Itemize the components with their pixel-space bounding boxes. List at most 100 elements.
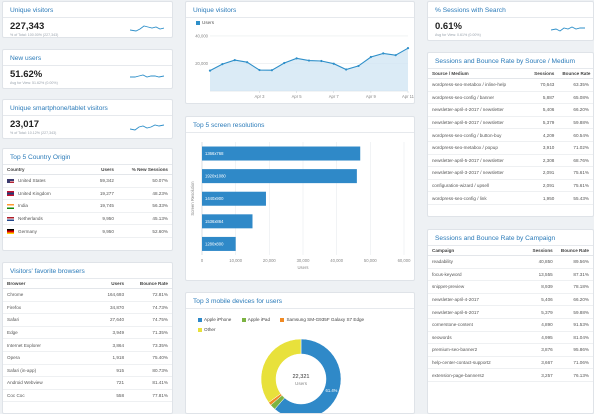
sessions-cell: 2,091 xyxy=(527,166,559,180)
source-medium-cell: configuration-wizard / upsell xyxy=(428,179,527,193)
col-header[interactable]: Bounce Rate xyxy=(558,69,593,79)
table-row[interactable]: Netherlands 9,950 45.13% xyxy=(3,212,172,226)
col-header[interactable]: Users xyxy=(87,279,129,289)
col-header[interactable]: Bounce Rate xyxy=(556,246,593,256)
col-header[interactable]: Browser xyxy=(3,279,88,289)
source-medium-cell: wordpress-seo-config / banner xyxy=(428,91,527,105)
col-header[interactable]: Campaign xyxy=(428,246,524,256)
data-point[interactable] xyxy=(357,64,360,68)
table-row[interactable]: wordpress-seo-metabox / inline-help 70,64… xyxy=(428,78,593,92)
pct-cell: 52.60% xyxy=(117,224,172,238)
sparkline-icon xyxy=(130,74,164,78)
browser-cell: Chrome xyxy=(3,288,88,302)
kpi-title: Unique visitors xyxy=(10,7,54,14)
data-point[interactable] xyxy=(406,47,410,50)
table-row[interactable]: help-center-contact-support2 3,667 71.06% xyxy=(428,356,593,370)
bounce-rate-cell: 75.61% xyxy=(558,166,593,180)
table-row[interactable]: Opera 1,918 75.40% xyxy=(3,351,172,365)
data-point[interactable] xyxy=(307,59,311,62)
country-name: United States xyxy=(18,178,46,184)
table-row[interactable]: United States 59,342 50.07% xyxy=(3,174,172,188)
data-point[interactable] xyxy=(382,52,385,55)
table-row[interactable]: cornerstone-content 4,890 91.53% xyxy=(428,318,593,332)
data-point[interactable] xyxy=(345,68,348,71)
bounce-rate-cell: 71.02% xyxy=(558,141,593,155)
table-row[interactable]: snippet-preview 8,939 78.18% xyxy=(428,280,593,294)
table-row[interactable]: seowords 4,995 81.04% xyxy=(428,331,593,345)
bounce-rate-cell: 66.20% xyxy=(556,293,593,307)
browser-cell: Coc Coc xyxy=(3,389,88,403)
table-row[interactable]: Safari (in-app) 915 80.73% xyxy=(3,364,172,378)
table-row[interactable]: India 19,745 56.33% xyxy=(3,199,172,213)
col-header[interactable]: % New Sessions xyxy=(117,165,172,175)
legend-item[interactable]: Samsung SM-G935F Galaxy S7 Edge xyxy=(280,316,364,323)
browser-cell: Opera xyxy=(3,351,88,365)
pie-slice[interactable] xyxy=(274,338,342,414)
bounce-rate-cell: 78.18% xyxy=(556,280,593,294)
table-row[interactable]: configuration-wizard / upsell 2,091 75.61% xyxy=(428,179,593,193)
bar[interactable] xyxy=(202,236,236,251)
table-row[interactable]: newsletter-april-4-2017 5,406 66.20% xyxy=(428,293,593,307)
data-point[interactable] xyxy=(221,63,224,66)
col-header[interactable]: Bounce Rate xyxy=(128,279,172,289)
table-row[interactable]: Coc Coc 558 77.81% xyxy=(3,389,172,403)
data-point[interactable] xyxy=(369,55,372,59)
source-medium-card: Sessions and Bounce Rate by Source / Med… xyxy=(427,52,594,217)
table-row[interactable]: premium-seo-banner2 3,876 95.86% xyxy=(428,343,593,357)
netherlands-flag-icon xyxy=(7,216,14,222)
table-row[interactable]: focus-keyword 13,555 87.31% xyxy=(428,268,593,282)
kpi-card-mobile-visitors: Unique smartphone/tablet visitors 23,017… xyxy=(2,99,173,139)
bar[interactable] xyxy=(202,214,253,229)
table-row[interactable]: Firefox 34,870 74.73% xyxy=(3,301,172,315)
data-point[interactable] xyxy=(208,69,212,72)
data-point[interactable] xyxy=(394,54,397,57)
bar[interactable] xyxy=(202,191,266,206)
bounce-rate-cell: 81.04% xyxy=(556,331,593,345)
data-point[interactable] xyxy=(320,59,323,63)
table-row[interactable]: Chrome 164,693 72.81% xyxy=(3,288,172,302)
table-row[interactable]: Internet Explorer 3,864 73.35% xyxy=(3,338,172,352)
legend-item[interactable]: Other xyxy=(198,326,216,333)
data-point[interactable] xyxy=(283,61,286,65)
data-point[interactable] xyxy=(233,59,236,62)
table-row[interactable]: Safari 27,640 74.75% xyxy=(3,313,172,327)
col-header[interactable]: Country xyxy=(3,165,85,175)
data-point[interactable] xyxy=(246,61,249,64)
table-row[interactable]: Germany 9,950 52.60% xyxy=(3,224,172,238)
campaign-cell: cornerstone-content xyxy=(428,318,524,332)
data-point[interactable] xyxy=(332,62,335,65)
col-header[interactable]: Sessions xyxy=(523,246,557,256)
sessions-cell: 2,091 xyxy=(527,179,559,193)
data-point[interactable] xyxy=(270,69,273,72)
users-cell: 19,277 xyxy=(84,187,118,201)
col-header[interactable]: Source / Medium xyxy=(428,69,527,79)
table-row[interactable]: wordpress-seo-config / button-buy 4,209 60… xyxy=(428,128,593,142)
browsers-table: Browser Users Bounce Rate Chrome 164,693 7… xyxy=(3,279,172,403)
table-row[interactable]: United Kingdom 19,277 48.23% xyxy=(3,187,172,201)
table-row[interactable]: wordpress-seo-config / link 1,950 55.43% xyxy=(428,191,593,205)
table-row[interactable]: newsletter-april-4-2017 / newsletter 5,40… xyxy=(428,103,593,117)
data-point[interactable] xyxy=(258,68,261,72)
users-cell: 34,870 xyxy=(87,301,129,315)
col-header[interactable]: Sessions xyxy=(527,69,559,79)
table-row[interactable]: newsletter-april-6-2017 / newsletter 5,37… xyxy=(428,116,593,130)
bar[interactable] xyxy=(202,146,361,161)
table-row[interactable]: extension-page-banners2 3,257 76.13% xyxy=(428,368,593,382)
table-row[interactable]: readability 40,850 89.56% xyxy=(428,255,593,269)
table-row[interactable]: wordpress-seo-config / banner 5,887 65.08% xyxy=(428,91,593,105)
col-header[interactable]: Users xyxy=(84,165,118,175)
source-medium-cell: newsletter-april-5-2017 / newsletter xyxy=(428,154,527,168)
data-point[interactable] xyxy=(295,57,298,60)
table-row[interactable]: newsletter-april-6-2017 5,379 59.88% xyxy=(428,305,593,319)
bar[interactable] xyxy=(202,169,357,184)
legend-item[interactable]: Apple iPhone xyxy=(198,316,231,323)
y-tick-label: 20,000 xyxy=(195,61,208,66)
legend-item[interactable]: Apple iPad xyxy=(241,316,270,323)
table-row[interactable]: Edge 3,949 71.35% xyxy=(3,326,172,340)
table-row[interactable]: Android Webview 721 81.41% xyxy=(3,376,172,390)
table-row[interactable]: wordpress-seo-metabox / popup 3,910 71.02% xyxy=(428,141,593,155)
table-row[interactable]: newsletter-april-5-2017 / newsletter 2,30… xyxy=(428,154,593,168)
table-row[interactable]: newsletter-april-3-2017 / newsletter 2,09… xyxy=(428,166,593,180)
pie-slice[interactable] xyxy=(260,338,302,403)
campaign-cell: newsletter-april-4-2017 xyxy=(428,293,524,307)
